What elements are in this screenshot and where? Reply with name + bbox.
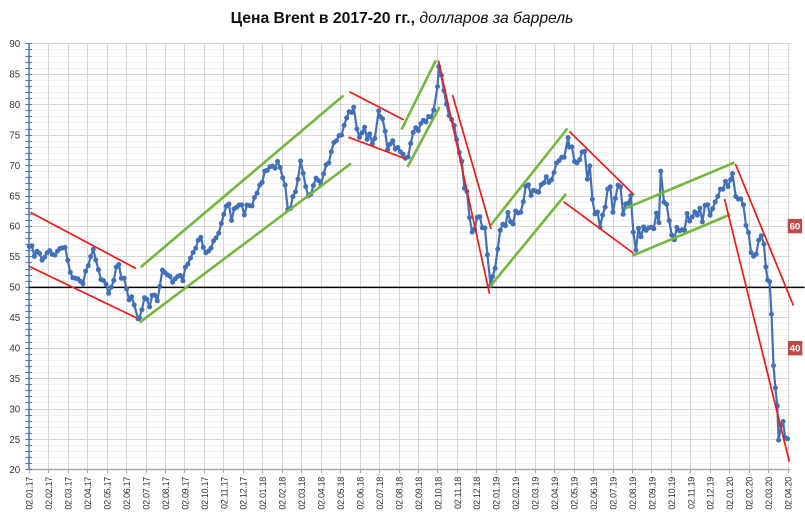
svg-text:Цена Brent в 2017-20 гг., долл: Цена Brent в 2017-20 гг., долларов за ба… bbox=[231, 10, 574, 27]
svg-text:25: 25 bbox=[9, 435, 20, 446]
svg-text:02.05.19: 02.05.19 bbox=[570, 477, 580, 510]
svg-text:02.12.18: 02.12.18 bbox=[472, 477, 482, 510]
svg-text:02.06.19: 02.06.19 bbox=[589, 477, 599, 510]
svg-text:40: 40 bbox=[9, 344, 20, 355]
svg-text:02.09.18: 02.09.18 bbox=[414, 477, 424, 510]
svg-text:02.12.19: 02.12.19 bbox=[706, 477, 716, 510]
svg-text:02.06.17: 02.06.17 bbox=[122, 477, 132, 510]
svg-text:02.11.19: 02.11.19 bbox=[686, 477, 696, 509]
svg-text:02.10.19: 02.10.19 bbox=[667, 477, 677, 510]
svg-text:02.03.19: 02.03.19 bbox=[531, 477, 541, 510]
svg-text:02.06.18: 02.06.18 bbox=[356, 477, 366, 510]
svg-text:55: 55 bbox=[9, 252, 20, 263]
svg-text:02.01.20: 02.01.20 bbox=[725, 477, 735, 510]
svg-text:60: 60 bbox=[790, 222, 801, 233]
svg-text:02.02.18: 02.02.18 bbox=[278, 477, 288, 510]
svg-text:02.04.20: 02.04.20 bbox=[784, 477, 794, 510]
svg-text:02.02.20: 02.02.20 bbox=[745, 477, 755, 510]
svg-text:02.02.17: 02.02.17 bbox=[44, 477, 54, 510]
svg-text:02.01.17: 02.01.17 bbox=[25, 477, 35, 510]
svg-text:02.03.18: 02.03.18 bbox=[297, 477, 307, 510]
svg-text:02.04.18: 02.04.18 bbox=[317, 477, 327, 510]
svg-text:02.09.17: 02.09.17 bbox=[180, 477, 190, 510]
svg-text:02.05.18: 02.05.18 bbox=[336, 477, 346, 510]
svg-text:85: 85 bbox=[9, 70, 20, 81]
svg-text:45: 45 bbox=[9, 313, 20, 324]
svg-text:02.08.18: 02.08.18 bbox=[394, 477, 404, 510]
svg-text:70: 70 bbox=[9, 161, 20, 172]
svg-text:30: 30 bbox=[9, 404, 20, 415]
svg-text:02.11.18: 02.11.18 bbox=[453, 477, 463, 509]
svg-text:90: 90 bbox=[9, 39, 20, 50]
svg-text:75: 75 bbox=[9, 131, 20, 142]
svg-text:65: 65 bbox=[9, 191, 20, 202]
svg-text:02.04.19: 02.04.19 bbox=[550, 477, 560, 510]
svg-text:80: 80 bbox=[9, 100, 20, 111]
svg-text:02.07.19: 02.07.19 bbox=[609, 477, 619, 510]
svg-text:02.03.17: 02.03.17 bbox=[64, 477, 74, 510]
svg-text:02.10.17: 02.10.17 bbox=[200, 477, 210, 510]
svg-text:40: 40 bbox=[790, 344, 801, 355]
svg-text:02.07.18: 02.07.18 bbox=[375, 477, 385, 510]
svg-text:02.05.17: 02.05.17 bbox=[103, 477, 113, 510]
svg-text:20: 20 bbox=[9, 465, 20, 476]
svg-text:35: 35 bbox=[9, 374, 20, 385]
svg-text:02.10.18: 02.10.18 bbox=[433, 477, 443, 510]
svg-text:50: 50 bbox=[9, 283, 20, 294]
svg-text:02.12.17: 02.12.17 bbox=[239, 477, 249, 510]
svg-text:02.09.19: 02.09.19 bbox=[647, 477, 657, 510]
svg-text:02.08.19: 02.08.19 bbox=[628, 477, 638, 510]
svg-text:02.03.20: 02.03.20 bbox=[764, 477, 774, 510]
svg-text:02.02.19: 02.02.19 bbox=[511, 477, 521, 510]
svg-text:02.11.17: 02.11.17 bbox=[219, 477, 229, 509]
svg-text:02.01.19: 02.01.19 bbox=[492, 477, 502, 510]
svg-text:02.07.17: 02.07.17 bbox=[142, 477, 152, 510]
svg-text:02.04.17: 02.04.17 bbox=[83, 477, 93, 510]
svg-text:02.08.17: 02.08.17 bbox=[161, 477, 171, 510]
svg-text:02.01.18: 02.01.18 bbox=[258, 477, 268, 510]
svg-text:60: 60 bbox=[9, 222, 20, 233]
